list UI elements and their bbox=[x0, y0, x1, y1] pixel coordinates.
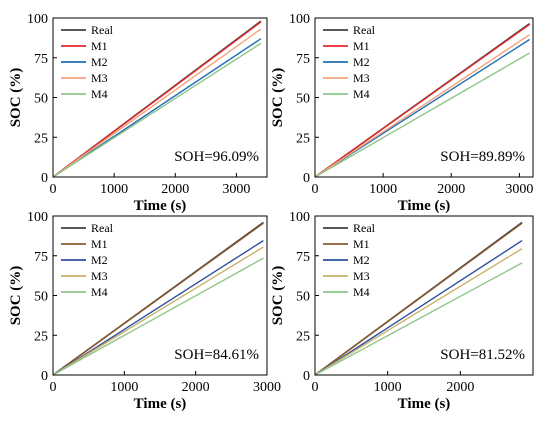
y-tick-label: 75 bbox=[34, 52, 48, 67]
x-tick-label: 1000 bbox=[110, 380, 138, 395]
series-line-m1 bbox=[314, 23, 531, 178]
x-tick-label: 0 bbox=[312, 182, 319, 197]
series-line-m3 bbox=[52, 28, 262, 178]
legend-label-m1: M1 bbox=[91, 39, 108, 53]
legend-label-real: Real bbox=[91, 221, 114, 235]
y-tick-label: 0 bbox=[303, 369, 310, 384]
y-tick-label: 75 bbox=[296, 52, 310, 67]
legend-label-m2: M2 bbox=[353, 55, 370, 69]
series-line-m1 bbox=[314, 222, 523, 376]
legend-label-m3: M3 bbox=[91, 269, 108, 283]
legend-label-m4: M4 bbox=[91, 285, 108, 299]
y-tick-label: 50 bbox=[296, 92, 310, 107]
legend-label-real: Real bbox=[91, 23, 114, 37]
series-line-m4 bbox=[52, 257, 264, 376]
legend-label-m2: M2 bbox=[91, 55, 108, 69]
legend-label-m2: M2 bbox=[91, 253, 108, 267]
series-line-m1 bbox=[52, 222, 264, 376]
legend: Real M1 M2 M3 M4 bbox=[323, 221, 376, 299]
series-line-m4 bbox=[314, 262, 523, 376]
soh-annotation: SOH=84.61% bbox=[174, 347, 259, 363]
x-tick-label: 3000 bbox=[222, 182, 250, 197]
x-axis-label: Time (s) bbox=[398, 396, 451, 412]
y-tick-label: 25 bbox=[296, 329, 310, 344]
legend-label-m3: M3 bbox=[353, 71, 370, 85]
x-tick-label: 3000 bbox=[505, 182, 533, 197]
y-tick-label: 0 bbox=[303, 171, 310, 186]
legend: Real M1 M2 M3 M4 bbox=[61, 23, 114, 101]
x-axis-label: Time (s) bbox=[398, 198, 451, 214]
series-line-m2 bbox=[52, 240, 264, 376]
series-line-m3 bbox=[52, 246, 264, 376]
y-axis-label: SOC (%) bbox=[270, 266, 286, 326]
y-tick-label: 75 bbox=[34, 250, 48, 265]
x-tick-label: 2000 bbox=[437, 182, 465, 197]
legend-label-m3: M3 bbox=[91, 71, 108, 85]
x-axis-label: Time (s) bbox=[134, 198, 187, 214]
x-tick-label: 0 bbox=[50, 380, 57, 395]
series-line-m3 bbox=[314, 248, 523, 376]
y-tick-label: 75 bbox=[296, 250, 310, 265]
y-tick-label: 100 bbox=[27, 12, 48, 27]
legend-label-m4: M4 bbox=[91, 87, 108, 101]
y-axis-label: SOC (%) bbox=[8, 266, 24, 326]
y-tick-label: 25 bbox=[34, 131, 48, 146]
x-tick-label: 1000 bbox=[374, 380, 402, 395]
x-tick-label: 1000 bbox=[369, 182, 397, 197]
soh-annotation: SOH=89.89% bbox=[440, 149, 525, 165]
x-tick-label: 2000 bbox=[446, 380, 474, 395]
soh-annotation: SOH=96.09% bbox=[174, 149, 259, 165]
legend-label-m1: M1 bbox=[353, 39, 370, 53]
legend: Real M1 M2 M3 M4 bbox=[61, 221, 114, 299]
y-tick-label: 100 bbox=[27, 210, 48, 225]
y-tick-label: 50 bbox=[296, 290, 310, 305]
y-tick-label: 25 bbox=[296, 131, 310, 146]
y-tick-label: 100 bbox=[289, 210, 310, 225]
x-tick-label: 2000 bbox=[182, 380, 210, 395]
series-line-m2 bbox=[314, 240, 523, 376]
legend-label-m1: M1 bbox=[353, 237, 370, 251]
y-tick-label: 0 bbox=[41, 369, 48, 384]
x-tick-label: 0 bbox=[312, 380, 319, 395]
legend-label-m2: M2 bbox=[353, 253, 370, 267]
legend-label-m3: M3 bbox=[353, 269, 370, 283]
x-tick-label: 2000 bbox=[161, 182, 189, 197]
y-tick-label: 0 bbox=[41, 171, 48, 186]
x-tick-label: 1000 bbox=[100, 182, 128, 197]
x-axis-label: Time (s) bbox=[134, 396, 187, 412]
y-tick-label: 100 bbox=[289, 12, 310, 27]
series-line-m4 bbox=[52, 42, 262, 178]
series-line-m3 bbox=[314, 34, 530, 178]
legend-label-m1: M1 bbox=[91, 237, 108, 251]
y-axis-label: SOC (%) bbox=[8, 68, 24, 128]
soh-annotation: SOH=81.52% bbox=[440, 347, 525, 363]
legend-label-real: Real bbox=[353, 23, 376, 37]
series-line-m4 bbox=[314, 52, 530, 178]
x-tick-label: 3000 bbox=[253, 380, 281, 395]
x-tick-label: 0 bbox=[50, 182, 57, 197]
y-tick-label: 50 bbox=[34, 290, 48, 305]
y-tick-label: 25 bbox=[34, 329, 48, 344]
legend-label-m4: M4 bbox=[353, 87, 370, 101]
legend-label-real: Real bbox=[353, 221, 376, 235]
y-tick-label: 50 bbox=[34, 92, 48, 107]
y-axis-label: SOC (%) bbox=[270, 68, 286, 128]
legend-label-m4: M4 bbox=[353, 285, 370, 299]
series-line-m1 bbox=[52, 21, 262, 178]
legend: Real M1 M2 M3 M4 bbox=[323, 23, 376, 101]
